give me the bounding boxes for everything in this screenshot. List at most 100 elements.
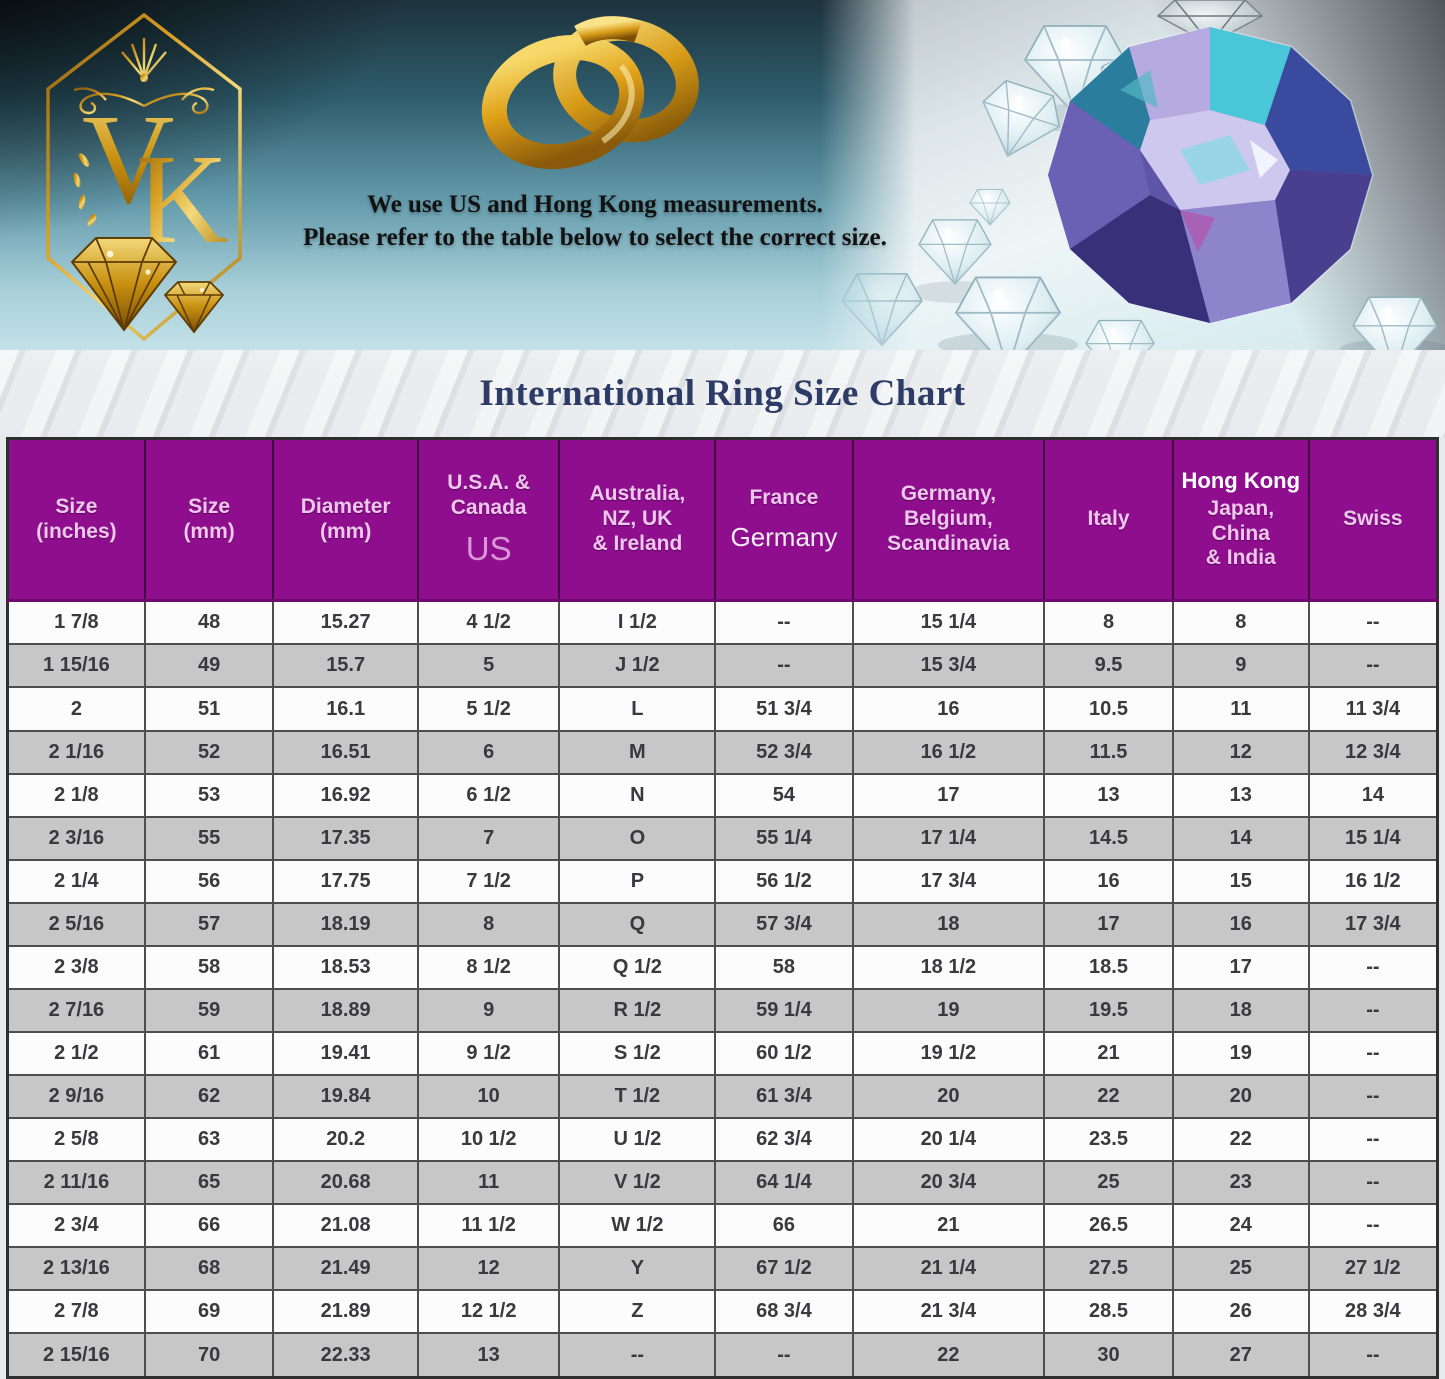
header-overlay-germany: Germany [730, 521, 838, 552]
vk-logo: V K [44, 10, 244, 344]
table-cell: -- [1307, 1332, 1439, 1379]
table-cell: 21 [1043, 1030, 1174, 1077]
table-cell: -- [1307, 987, 1439, 1033]
table-cell: O [558, 815, 717, 861]
header-overlay-hong-kong: Hong Kong [1181, 467, 1301, 493]
banner-message: We use US and Hong Kong measurements. Pl… [245, 188, 945, 254]
table-cell: 70 [143, 1332, 275, 1379]
top-banner: V K [0, 0, 1445, 350]
table-cell: 67 1/2 [714, 1246, 854, 1292]
table-cell: 21 3/4 [851, 1289, 1046, 1335]
header-overlay-us: US [465, 529, 512, 567]
table-row: 2 15/16 70 22.33 13 -- -- 22 30 27 -- [6, 1332, 1439, 1379]
table-cell: -- [1307, 599, 1439, 646]
header-label: Australia, NZ, UK & Ireland [589, 482, 686, 555]
table-cell: 53 [143, 772, 275, 818]
table-cell: 21.08 [272, 1203, 419, 1249]
table-cell: 16 1/2 [1307, 858, 1439, 904]
table-cell: 2 1/4 [6, 858, 146, 904]
table-cell: 9.5 [1043, 643, 1174, 689]
table-row: 2 7/16 59 18.89 9 R 1/2 59 1/4 19 19.5 18 -- [6, 987, 1439, 1033]
table-cell: 2 3/16 [6, 815, 146, 861]
table-cell: 2 13/16 [6, 1246, 146, 1292]
ring-size-table: Size (inches) Size (mm) Diameter (mm) U.… [6, 437, 1439, 1379]
header-label: Swiss [1343, 507, 1403, 531]
table-cell: 52 [143, 729, 275, 775]
table-cell: 19 [1171, 1030, 1310, 1077]
table-cell: -- [1307, 1030, 1439, 1077]
table-cell: 27 [1171, 1332, 1310, 1379]
table-cell: 21.49 [272, 1246, 419, 1292]
table-row: 2 51 16.1 5 1/2 L 51 3/4 16 10.5 11 11 3/4 [6, 686, 1439, 732]
table-cell: 52 3/4 [714, 729, 854, 775]
table-cell: 22.33 [272, 1332, 419, 1379]
logo-hexagon-frame [46, 12, 242, 342]
table-cell: 16.1 [272, 686, 419, 732]
table-cell: 1 7/8 [6, 599, 146, 646]
table-cell: 66 [714, 1203, 854, 1249]
table-cell: 21 [851, 1203, 1046, 1249]
table-cell: 7 [416, 815, 561, 861]
table-cell: 19.84 [272, 1074, 419, 1120]
col-header-swiss: Swiss [1307, 437, 1439, 602]
table-cell: 2 5/16 [6, 901, 146, 947]
table-cell: 60 1/2 [714, 1030, 854, 1077]
table-cell: U 1/2 [558, 1117, 717, 1163]
table-cell: 15 [1171, 858, 1310, 904]
header-label: France [749, 486, 819, 510]
table-cell: 2 7/16 [6, 987, 146, 1033]
table-cell: 11.5 [1043, 729, 1174, 775]
header-label: Italy [1087, 507, 1130, 531]
table-cell: 28 3/4 [1307, 1289, 1439, 1335]
table-cell: 20 [851, 1074, 1046, 1120]
table-cell: 58 [714, 944, 854, 990]
title-band: International Ring Size Chart [0, 350, 1445, 437]
gold-rings-image [468, 0, 703, 178]
table-cell: 12 [1171, 729, 1310, 775]
table-cell: 16 [1043, 858, 1174, 904]
vk-logo-graphic: V K [46, 12, 242, 342]
table-cell: 14 [1171, 815, 1310, 861]
table-cell: 14.5 [1043, 815, 1174, 861]
table-cell: 15.27 [272, 599, 419, 646]
table-cell: 15 3/4 [851, 643, 1046, 689]
table-cell: -- [1307, 1203, 1439, 1249]
table-cell: 9 [416, 987, 561, 1033]
table-row: 2 11/16 65 20.68 11 V 1/2 64 1/4 20 3/4 25 23 -- [6, 1160, 1439, 1206]
page-title: International Ring Size Chart [479, 373, 966, 414]
table-cell: 17 3/4 [1307, 901, 1439, 947]
table-cell: 8 [416, 901, 561, 947]
table-cell: 18.53 [272, 944, 419, 990]
table-cell: 59 [143, 987, 275, 1033]
table-cell: 51 [143, 686, 275, 732]
col-header-italy: Italy [1043, 437, 1174, 602]
table-cell: 2 1/8 [6, 772, 146, 818]
table-cell: 20 3/4 [851, 1160, 1046, 1206]
table-cell: 6 [416, 729, 561, 775]
header-label: Diameter (mm) [300, 494, 391, 543]
table-row: 2 3/16 55 17.35 7 O 55 1/4 17 1/4 14.5 14 15 1/4 [6, 815, 1439, 861]
purple-diamond [1046, 25, 1374, 325]
table-cell: 9 [1171, 643, 1310, 689]
table-cell: -- [1307, 944, 1439, 990]
table-cell: 61 [143, 1030, 275, 1077]
table-cell: 2 3/4 [6, 1203, 146, 1249]
table-cell: -- [1307, 1160, 1439, 1206]
table-cell: 15 1/4 [1307, 815, 1439, 861]
table-cell: 2 3/8 [6, 944, 146, 990]
table-cell: 1 15/16 [6, 643, 146, 689]
table-cell: 23.5 [1043, 1117, 1174, 1163]
table-cell: 21.89 [272, 1289, 419, 1335]
table-cell: 22 [1171, 1117, 1310, 1163]
table-cell: 19.41 [272, 1030, 419, 1077]
table-cell: Z [558, 1289, 717, 1335]
table-cell: 24 [1171, 1203, 1310, 1249]
table-cell: 14 [1307, 772, 1439, 818]
table-cell: 17 3/4 [851, 858, 1046, 904]
table-cell: 59 1/4 [714, 987, 854, 1033]
logo-letters: V K [82, 88, 228, 270]
table-cell: 56 1/2 [714, 858, 854, 904]
table-cell: N [558, 772, 717, 818]
table-cell: 63 [143, 1117, 275, 1163]
table-row: 1 7/8 48 15.27 4 1/2 I 1/2 -- 15 1/4 8 8 -- [6, 599, 1439, 646]
